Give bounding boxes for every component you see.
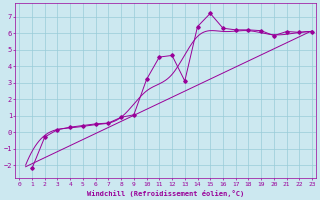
- X-axis label: Windchill (Refroidissement éolien,°C): Windchill (Refroidissement éolien,°C): [87, 190, 244, 197]
